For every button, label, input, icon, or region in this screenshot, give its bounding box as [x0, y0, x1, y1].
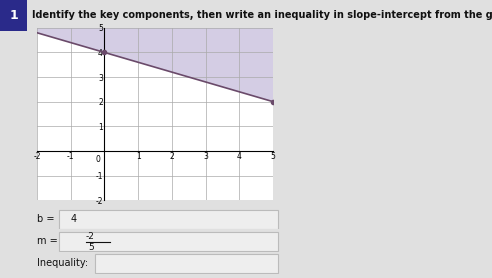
Text: b =: b =	[37, 214, 55, 224]
Text: -2: -2	[86, 232, 94, 241]
Text: 4: 4	[71, 214, 77, 224]
FancyBboxPatch shape	[59, 232, 278, 251]
FancyBboxPatch shape	[95, 254, 278, 273]
Text: Identify the key components, then write an inequality in slope-intercept from th: Identify the key components, then write …	[32, 10, 492, 20]
Text: 1: 1	[9, 9, 18, 22]
Polygon shape	[37, 28, 273, 102]
FancyBboxPatch shape	[0, 0, 27, 31]
Text: m =: m =	[37, 236, 58, 246]
Text: Inequality:: Inequality:	[37, 259, 88, 268]
Text: 0: 0	[95, 155, 100, 164]
Text: 5: 5	[88, 242, 94, 252]
FancyBboxPatch shape	[59, 210, 278, 229]
